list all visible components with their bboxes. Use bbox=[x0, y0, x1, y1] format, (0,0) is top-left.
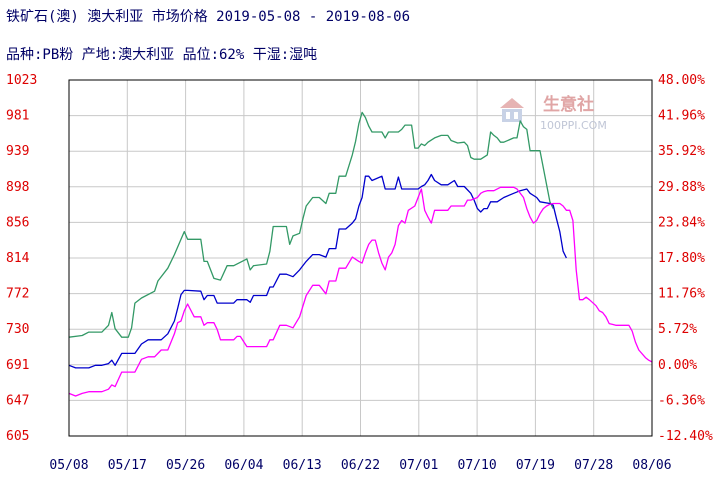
plot-frame bbox=[68, 79, 653, 437]
right-tick-label: 48.00% bbox=[658, 73, 705, 88]
left-axis-ticks: 1023 981 939 898 856 814 772 730 691 647 605 bbox=[6, 73, 37, 444]
x-tick-label: 08/06 bbox=[632, 458, 671, 473]
series-line-blue bbox=[68, 173, 567, 369]
left-tick-label: 605 bbox=[6, 429, 29, 444]
watermark-logo bbox=[500, 98, 524, 122]
x-tick-label: 07/01 bbox=[399, 458, 438, 473]
x-tick-label: 07/10 bbox=[458, 458, 497, 473]
grid-lines bbox=[68, 79, 653, 437]
right-tick-label: 0.00% bbox=[658, 358, 697, 373]
left-tick-label: 647 bbox=[6, 393, 29, 408]
left-tick-label: 981 bbox=[6, 109, 29, 124]
chart-title: 铁矿石(澳) 澳大利亚 市场价格 2019-05-08 - 2019-08-06 bbox=[6, 9, 411, 25]
x-tick-label: 06/22 bbox=[341, 458, 380, 473]
left-tick-label: 939 bbox=[6, 144, 29, 159]
left-tick-label: 814 bbox=[6, 251, 30, 266]
right-tick-label: 11.76% bbox=[658, 287, 705, 302]
series-line-green bbox=[68, 111, 554, 338]
watermark-url: 100PPI.COM bbox=[540, 119, 607, 132]
left-tick-label: 730 bbox=[6, 322, 29, 337]
left-tick-label: 772 bbox=[6, 287, 29, 302]
x-tick-label: 05/26 bbox=[166, 458, 205, 473]
chart-subtitle: 品种:PB粉 产地:澳大利亚 品位:62% 干湿:湿吨 bbox=[6, 47, 318, 63]
right-tick-label: 23.84% bbox=[658, 215, 705, 230]
left-tick-label: 898 bbox=[6, 180, 29, 195]
left-tick-label: 1023 bbox=[6, 73, 37, 88]
right-axis-ticks: 48.00% 41.96% 35.92% 29.88% 23.84% 17.80% 11.7… bbox=[658, 73, 713, 444]
right-tick-label: 17.80% bbox=[658, 251, 705, 266]
right-tick-label: 41.96% bbox=[658, 109, 705, 124]
right-tick-label: 5.72% bbox=[658, 322, 697, 337]
x-tick-label: 07/28 bbox=[574, 458, 613, 473]
x-axis-ticks: 05/08 05/17 05/26 06/04 06/13 06/22 07/01 07/10… bbox=[49, 458, 671, 473]
x-tick-label: 06/04 bbox=[224, 458, 263, 473]
x-tick-label: 06/13 bbox=[283, 458, 322, 473]
series-lines bbox=[68, 111, 653, 397]
right-tick-label: 29.88% bbox=[658, 180, 705, 195]
x-tick-label: 05/17 bbox=[108, 458, 147, 473]
series-line-magenta bbox=[68, 186, 653, 397]
x-tick-label: 05/08 bbox=[49, 458, 88, 473]
left-tick-label: 856 bbox=[6, 215, 29, 230]
watermark-name: 生意社 bbox=[543, 94, 594, 115]
right-tick-label: -6.36% bbox=[658, 393, 705, 408]
right-tick-label: 35.92% bbox=[658, 144, 705, 159]
left-tick-label: 691 bbox=[6, 358, 29, 373]
watermark: 生意社 100PPI.COM bbox=[500, 94, 607, 132]
right-tick-label: -12.40% bbox=[658, 429, 713, 444]
x-tick-label: 07/19 bbox=[516, 458, 555, 473]
